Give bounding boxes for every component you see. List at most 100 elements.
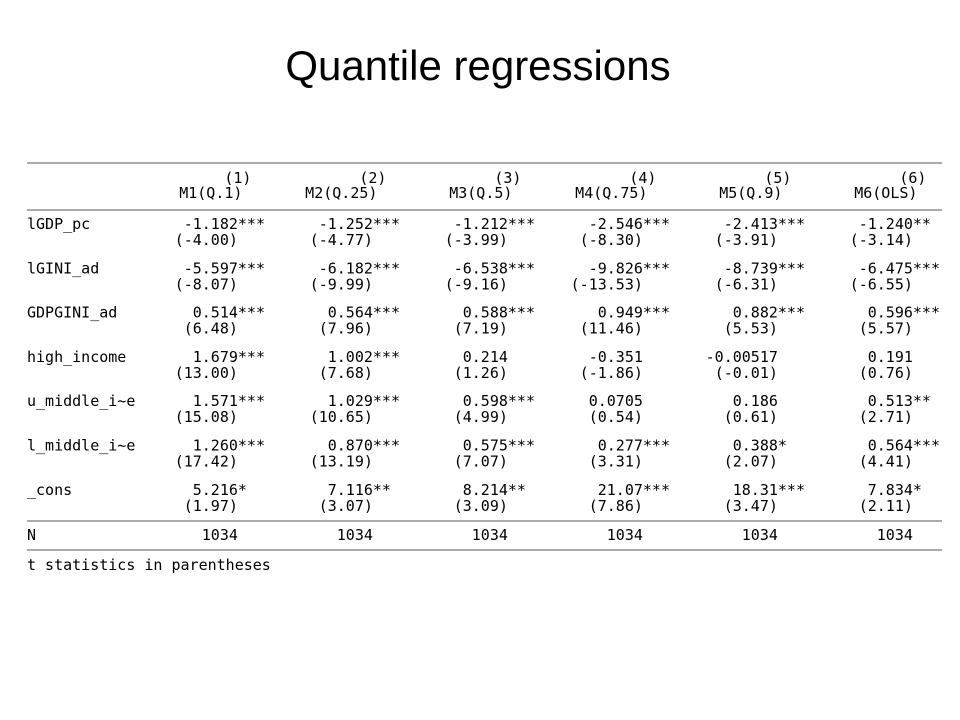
t-statistic: (0.54) <box>589 408 643 426</box>
t-statistic: (-3.99) <box>445 231 508 249</box>
coefficient: -1.252*** <box>319 215 400 233</box>
coefficient: 0.564*** <box>328 304 400 322</box>
t-statistic: (-3.91) <box>715 231 778 249</box>
t-statistic: (4.41) <box>859 453 913 471</box>
t-statistic: (-4.00) <box>175 231 238 249</box>
coefficient: 0.514*** <box>193 304 265 322</box>
t-statistic: (2.11) <box>859 497 913 515</box>
t-statistic: (-9.16) <box>445 275 508 293</box>
observation-count: 1034 <box>202 526 238 544</box>
column-model: M3(Q.5) <box>449 184 512 202</box>
t-statistic: (-6.55) <box>850 275 913 293</box>
coefficient: -1.240** <box>859 215 931 233</box>
coefficient: 0.513** <box>868 392 931 410</box>
t-statistic: (3.47) <box>724 497 778 515</box>
t-statistic: (2.07) <box>724 453 778 471</box>
t-statistic: (3.31) <box>589 453 643 471</box>
coefficient: -8.739*** <box>724 259 805 277</box>
coefficient: 7.116** <box>328 481 391 499</box>
coefficient: -0.351 <box>589 348 643 366</box>
t-statistic: (0.61) <box>724 408 778 426</box>
t-statistic: (7.96) <box>319 320 373 338</box>
observation-count: 1034 <box>472 526 508 544</box>
coefficient: 1.571*** <box>193 392 265 410</box>
coefficient: -5.597*** <box>184 259 265 277</box>
coefficient: 0.870*** <box>328 437 400 455</box>
t-statistic: (-9.99) <box>310 275 373 293</box>
coefficient: -6.475*** <box>859 259 940 277</box>
t-statistic: (3.07) <box>319 497 373 515</box>
column-number: (3) <box>494 169 521 187</box>
column-number: (1) <box>224 169 251 187</box>
coefficient: 18.31*** <box>733 481 805 499</box>
coefficient: -6.182*** <box>319 259 400 277</box>
coefficient: 0.277*** <box>598 437 670 455</box>
t-statistic: (13.19) <box>310 453 373 471</box>
coefficient: 0.575*** <box>463 437 535 455</box>
coefficient: -1.182*** <box>184 215 265 233</box>
row-label: high_income <box>27 348 126 366</box>
observation-count: 1034 <box>607 526 643 544</box>
t-statistic: (10.65) <box>310 408 373 426</box>
column-model: M6(OLS) <box>854 184 917 202</box>
t-statistic: (1.97) <box>184 497 238 515</box>
t-statistic: (7.68) <box>319 364 373 382</box>
t-statistic: (-6.31) <box>715 275 778 293</box>
row-label: GDPGINI_ad <box>27 304 117 322</box>
observation-count: 1034 <box>337 526 373 544</box>
coefficient: -1.212*** <box>454 215 535 233</box>
column-model: M5(Q.9) <box>719 184 782 202</box>
coefficient: -9.826*** <box>589 259 670 277</box>
t-statistic: (1.26) <box>454 364 508 382</box>
observation-count: 1034 <box>877 526 913 544</box>
row-label: lGDP_pc <box>27 215 90 233</box>
t-statistic: (-0.01) <box>715 364 778 382</box>
row-label: N <box>27 526 36 544</box>
coefficient: -0.00517 <box>706 348 778 366</box>
row-label: _cons <box>27 481 72 499</box>
coefficient: 0.596*** <box>868 304 940 322</box>
column-model: M1(Q.1) <box>179 184 242 202</box>
coefficient: 1.260*** <box>193 437 265 455</box>
coefficient: 0.949*** <box>598 304 670 322</box>
coefficient: -2.546*** <box>589 215 670 233</box>
coefficient: 1.679*** <box>193 348 265 366</box>
t-statistic: (7.19) <box>454 320 508 338</box>
coefficient: 0.882*** <box>733 304 805 322</box>
coefficient: 0.388* <box>733 437 787 455</box>
t-statistic: (-4.77) <box>310 231 373 249</box>
t-statistic: (-8.30) <box>580 231 643 249</box>
t-statistic: (13.00) <box>175 364 238 382</box>
coefficient: 1.029*** <box>328 392 400 410</box>
column-number: (2) <box>359 169 386 187</box>
coefficient: 0.186 <box>733 392 778 410</box>
coefficient: 0.598*** <box>463 392 535 410</box>
coefficient: -6.538*** <box>454 259 535 277</box>
t-statistic: (-13.53) <box>571 275 643 293</box>
t-statistic: (17.42) <box>175 453 238 471</box>
column-model: M2(Q.25) <box>305 184 377 202</box>
table-note: t statistics in parentheses <box>27 556 271 574</box>
t-statistic: (0.76) <box>859 364 913 382</box>
coefficient: 0.191 <box>868 348 913 366</box>
row-label: u_middle_i~e <box>27 392 135 410</box>
t-statistic: (-1.86) <box>580 364 643 382</box>
t-statistic: (7.86) <box>589 497 643 515</box>
t-statistic: (-3.14) <box>850 231 913 249</box>
t-statistic: (-8.07) <box>175 275 238 293</box>
column-number: (6) <box>899 169 926 187</box>
coefficient: 1.002*** <box>328 348 400 366</box>
coefficient: 8.214** <box>463 481 526 499</box>
row-label: lGINI_ad <box>27 259 99 277</box>
coefficient: 0.0705 <box>589 392 643 410</box>
coefficient: -2.413*** <box>724 215 805 233</box>
t-statistic: (11.46) <box>580 320 643 338</box>
t-statistic: (15.08) <box>175 408 238 426</box>
coefficient: 5.216* <box>193 481 247 499</box>
t-statistic: (2.71) <box>859 408 913 426</box>
coefficient: 21.07*** <box>598 481 670 499</box>
t-statistic: (3.09) <box>454 497 508 515</box>
observation-count: 1034 <box>742 526 778 544</box>
coefficient: 0.564*** <box>868 437 940 455</box>
t-statistic: (6.48) <box>184 320 238 338</box>
